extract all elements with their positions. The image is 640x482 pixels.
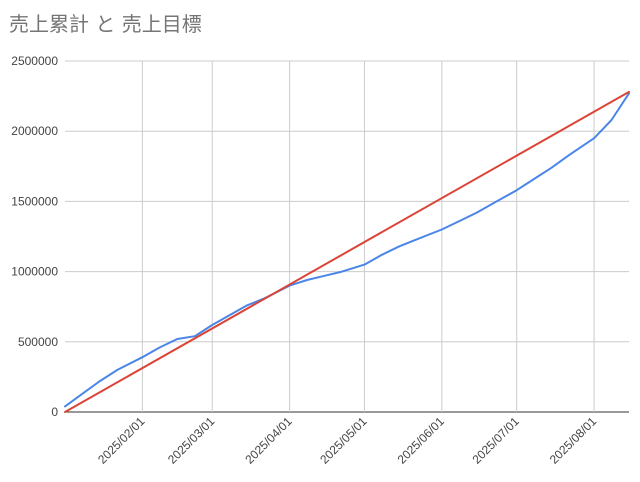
x-tick-label: 2025/03/01: [165, 414, 218, 467]
y-axis: 0 500000 1000000 1500000 2000000 2500000: [11, 54, 58, 419]
y-tick-label: 1500000: [11, 194, 58, 208]
x-tick-label: 2025/05/01: [317, 414, 370, 467]
y-tick-label: 1000000: [11, 265, 58, 279]
series-line-target: [64, 90, 630, 413]
y-tick-label: 2000000: [11, 124, 58, 138]
x-tick-label: 2025/06/01: [395, 414, 448, 467]
y-tick-label: 2500000: [11, 54, 58, 68]
x-tick-label: 2025/02/01: [95, 414, 148, 467]
grid: [65, 60, 629, 413]
series-line-cumulative: [64, 92, 630, 408]
y-tick-label: 500000: [18, 335, 58, 349]
series-layer: [64, 90, 630, 413]
x-axis: 2025/02/01 2025/03/01 2025/04/01 2025/05/01…: [95, 414, 599, 467]
y-tick-label: 0: [51, 405, 58, 419]
chart-title: 売上累計 と 売上目標: [9, 12, 202, 36]
x-tick-label: 2025/04/01: [242, 414, 295, 467]
x-tick-label: 2025/07/01: [469, 414, 522, 467]
x-tick-label: 2025/08/01: [547, 414, 600, 467]
